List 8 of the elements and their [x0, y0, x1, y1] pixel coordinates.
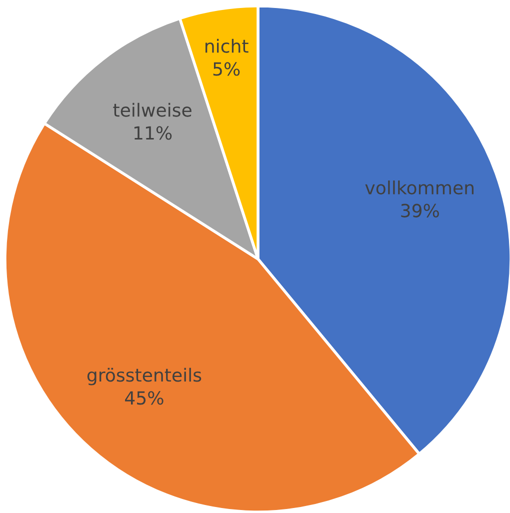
slice-label: vollkommen: [365, 180, 474, 194]
slice-label: nicht: [206, 38, 248, 53]
data-label: 5%: [213, 62, 240, 76]
data-label: 11%: [134, 126, 172, 140]
data-label: 45%: [125, 391, 164, 405]
data-label: 39%: [401, 204, 439, 218]
slice-label: teilweise: [113, 102, 192, 117]
slice-label: grösstenteils: [87, 368, 202, 386]
